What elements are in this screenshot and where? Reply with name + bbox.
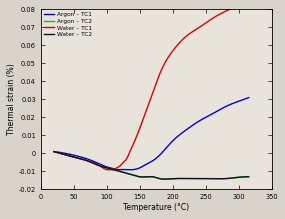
Legend: Argon – TC1, Argon – TC2, Water – TC1, Water – TC2: Argon – TC1, Argon – TC2, Water – TC1, W…	[42, 11, 93, 39]
Y-axis label: Thermal strain (%): Thermal strain (%)	[7, 64, 16, 135]
X-axis label: Temperature (°C): Temperature (°C)	[123, 203, 189, 212]
